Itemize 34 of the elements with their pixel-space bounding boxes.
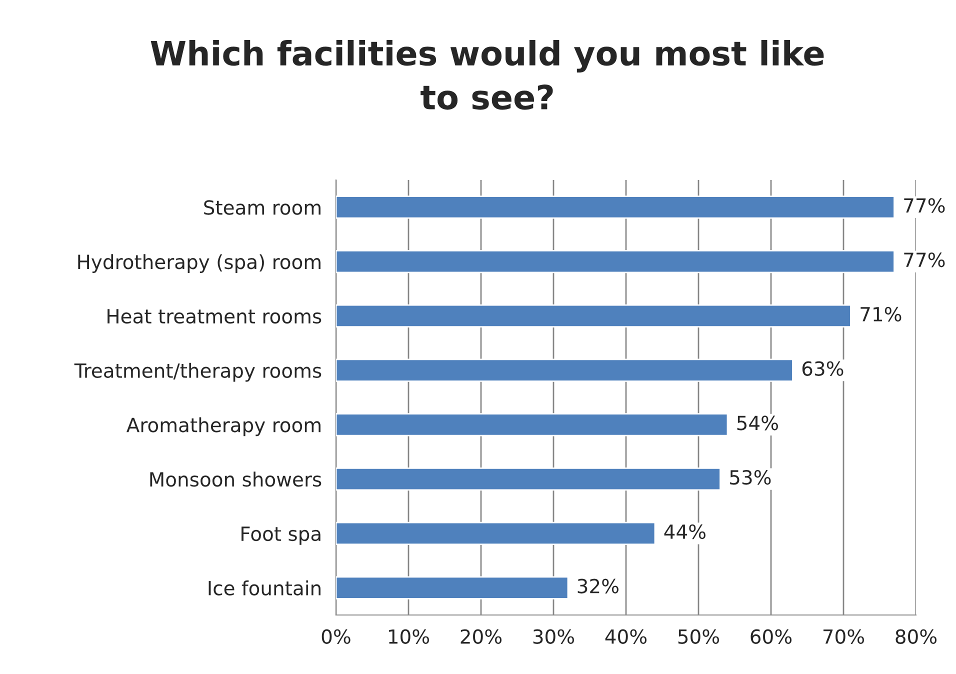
data-label: 63% [802,361,844,376]
y-tick-label: Hydrotherapy (spa) room [78,254,320,273]
x-tick-label: 0% [322,629,350,644]
x-tick-label: 40% [605,629,647,644]
y-tick-label: Foot spa [242,526,320,545]
data-label: 77% [904,252,945,268]
x-tick-label: 80% [896,629,937,644]
bar [336,250,895,274]
data-label: 77% [904,198,945,213]
x-tick-label: 60% [750,629,792,644]
y-tick-label: Heat treatment rooms [108,309,322,324]
y-tick-label: Aromatherapy room [126,417,320,436]
bar [336,358,794,382]
data-label: 32% [578,578,618,594]
bar [336,576,569,600]
bar [336,467,721,491]
x-tick-label: 10% [389,629,430,644]
y-tick-label: Steam room [204,200,320,215]
y-tick-label: Treatment/therapy rooms [74,362,322,382]
bar [336,196,895,219]
chart-title: Which facilities would you most like to see? [150,40,824,110]
x-tick-label: 50% [678,629,720,644]
bar [336,304,852,328]
y-tick-label: Monsoon showers [150,472,322,487]
bar [336,413,728,436]
x-tick-label: 30% [533,629,574,644]
data-label: 44% [664,524,706,540]
data-label: 54% [737,416,778,430]
bar [336,522,656,546]
data-label: 71% [860,306,902,322]
data-label: 53% [730,470,771,485]
x-tick-label: 20% [460,629,502,644]
y-tick-label: Ice fountain [208,580,320,596]
x-tick-label: 70% [823,629,864,644]
